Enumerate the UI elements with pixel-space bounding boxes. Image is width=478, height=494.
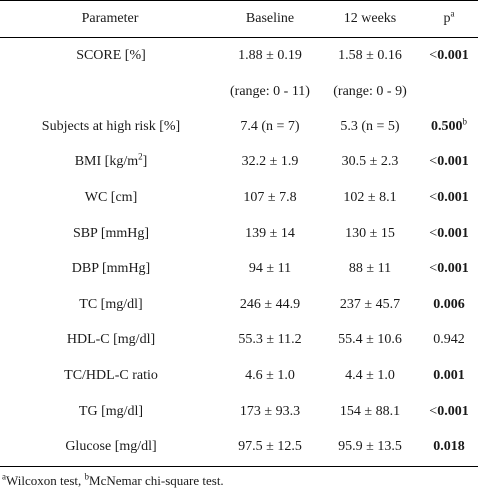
table-row: SBP [mmHg] 139 ± 14 130 ± 15 <0.001 bbox=[0, 216, 478, 252]
cell-baseline: 55.3 ± 11.2 bbox=[238, 332, 302, 348]
cell-12-weeks: 55.4 ± 10.6 bbox=[338, 332, 402, 348]
cell-p-value bbox=[420, 74, 478, 109]
header-rule bbox=[0, 37, 478, 38]
cell-12-weeks: 154 ± 88.1 bbox=[339, 403, 401, 419]
table-row: (range: 0 - 11) (range: 0 - 9) bbox=[0, 74, 478, 109]
cell-baseline: 94 ± 11 bbox=[248, 261, 292, 277]
cell-baseline: 1.88 ± 0.19 bbox=[238, 47, 302, 63]
cell-12-weeks: 130 ± 15 bbox=[345, 225, 395, 241]
cell-baseline: 4.6 ± 1.0 bbox=[245, 367, 295, 383]
cell-12-weeks: 4.4 ± 1.0 bbox=[345, 367, 395, 383]
header-baseline: Baseline bbox=[245, 10, 295, 26]
cell-p-value: <0.001 bbox=[429, 154, 469, 170]
cell-12-weeks: 30.5 ± 2.3 bbox=[341, 154, 399, 170]
table-bottom-rule bbox=[0, 466, 478, 467]
cell-parameter: Subjects at high risk [%] bbox=[41, 118, 181, 134]
table-row: DBP [mmHg] 94 ± 11 88 ± 11 <0.001 bbox=[0, 251, 478, 287]
cell-baseline: 246 ± 44.9 bbox=[239, 296, 301, 312]
table-row: Subjects at high risk [%] 7.4 (n = 7) 5.3 … bbox=[0, 109, 478, 145]
cell-p-value: 0.001 bbox=[433, 367, 465, 383]
cell-12-weeks: 237 ± 45.7 bbox=[339, 296, 401, 312]
cell-parameter: SBP [mmHg] bbox=[72, 225, 150, 241]
cell-parameter: TC/HDL-C ratio bbox=[64, 367, 158, 383]
table-row: BMI [kg/m2] 32.2 ± 1.9 30.5 ± 2.3 <0.001 bbox=[0, 145, 478, 181]
cell-parameter: HDL-C [mg/dl] bbox=[66, 332, 156, 348]
cell-12-weeks: 1.58 ± 0.16 bbox=[338, 47, 402, 63]
cell-12-weeks: (range: 0 - 9) bbox=[333, 83, 407, 99]
footnote: aWilcoxon test, bMcNemar chi-square test… bbox=[2, 471, 224, 488]
cell-baseline: 97.5 ± 12.5 bbox=[238, 439, 302, 455]
cell-parameter: TC [mg/dl] bbox=[79, 296, 143, 312]
cell-parameter: BMI [kg/m2] bbox=[74, 151, 148, 170]
header-row: Parameter Baseline 12 weeks pa bbox=[0, 0, 478, 37]
cell-p-value: <0.001 bbox=[429, 261, 469, 277]
cell-p-value: <0.001 bbox=[429, 225, 469, 241]
cell-parameter bbox=[0, 74, 220, 109]
header-parameter: Parameter bbox=[81, 10, 139, 26]
table-row: Glucose [mg/dl] 97.5 ± 12.5 95.9 ± 13.5 0.0… bbox=[0, 429, 478, 465]
table-row: WC [cm] 107 ± 7.8 102 ± 8.1 <0.001 bbox=[0, 180, 478, 216]
cell-parameter: WC [cm] bbox=[84, 189, 138, 205]
cell-p-value: 0.006 bbox=[433, 296, 465, 312]
cell-baseline: 32.2 ± 1.9 bbox=[241, 154, 299, 170]
cell-p-value: 0.942 bbox=[433, 332, 465, 348]
cell-12-weeks: 88 ± 11 bbox=[348, 261, 392, 277]
table-row: HDL-C [mg/dl] 55.3 ± 11.2 55.4 ± 10.6 0.942 bbox=[0, 323, 478, 359]
cell-parameter: Glucose [mg/dl] bbox=[65, 439, 157, 455]
table-row: TC [mg/dl] 246 ± 44.9 237 ± 45.7 0.006 bbox=[0, 287, 478, 323]
cell-parameter: DBP [mmHg] bbox=[71, 261, 151, 277]
cell-p-value: 0.018 bbox=[433, 439, 465, 455]
cell-12-weeks: 102 ± 8.1 bbox=[343, 189, 397, 205]
cell-12-weeks: 5.3 (n = 5) bbox=[340, 118, 400, 134]
table-top-rule bbox=[0, 0, 478, 1]
cell-baseline: 7.4 (n = 7) bbox=[240, 118, 300, 134]
cell-baseline: (range: 0 - 11) bbox=[230, 83, 310, 99]
header-p: pa bbox=[443, 7, 455, 26]
cell-parameter: TG [mg/dl] bbox=[78, 403, 144, 419]
table-row: SCORE [%] 1.88 ± 0.19 1.58 ± 0.16 <0.001 bbox=[0, 37, 478, 74]
header-12-weeks: 12 weeks bbox=[343, 10, 397, 26]
cell-baseline: 107 ± 7.8 bbox=[243, 189, 297, 205]
results-table: Parameter Baseline 12 weeks pa SCORE [%]… bbox=[0, 0, 478, 465]
table-row: TG [mg/dl] 173 ± 93.3 154 ± 88.1 <0.001 bbox=[0, 394, 478, 430]
table-row: TC/HDL-C ratio 4.6 ± 1.0 4.4 ± 1.0 0.001 bbox=[0, 358, 478, 394]
cell-p-value: 0.500b bbox=[431, 116, 467, 134]
cell-baseline: 173 ± 93.3 bbox=[239, 403, 301, 419]
cell-parameter: SCORE [%] bbox=[76, 47, 146, 63]
table-body: SCORE [%] 1.88 ± 0.19 1.58 ± 0.16 <0.001 (ra… bbox=[0, 37, 478, 465]
cell-p-value: <0.001 bbox=[429, 47, 469, 63]
cell-p-value: <0.001 bbox=[429, 189, 469, 205]
cell-p-value: <0.001 bbox=[429, 403, 469, 419]
cell-12-weeks: 95.9 ± 13.5 bbox=[338, 439, 402, 455]
cell-baseline: 139 ± 14 bbox=[245, 225, 295, 241]
